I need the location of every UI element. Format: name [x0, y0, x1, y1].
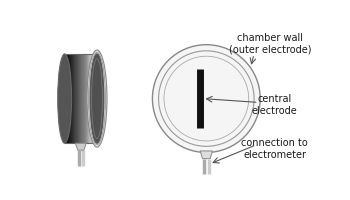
Polygon shape: [91, 55, 92, 144]
Circle shape: [153, 45, 260, 153]
Polygon shape: [69, 55, 70, 144]
Ellipse shape: [58, 55, 72, 144]
Polygon shape: [83, 55, 84, 144]
Polygon shape: [88, 55, 89, 144]
Polygon shape: [68, 55, 69, 144]
Polygon shape: [82, 55, 83, 144]
Ellipse shape: [90, 55, 104, 144]
Polygon shape: [74, 55, 75, 144]
Polygon shape: [72, 55, 73, 144]
Polygon shape: [76, 144, 86, 150]
Polygon shape: [81, 55, 82, 144]
Polygon shape: [73, 55, 74, 144]
Polygon shape: [96, 55, 97, 144]
Polygon shape: [86, 55, 87, 144]
Polygon shape: [65, 55, 66, 144]
Polygon shape: [71, 55, 72, 144]
Text: central
electrode: central electrode: [252, 94, 298, 115]
Polygon shape: [85, 55, 86, 144]
Polygon shape: [75, 55, 76, 144]
Polygon shape: [200, 151, 212, 159]
Text: chamber wall
(outer electrode): chamber wall (outer electrode): [229, 33, 312, 55]
Polygon shape: [76, 55, 77, 144]
Polygon shape: [79, 55, 80, 144]
Polygon shape: [92, 55, 93, 144]
Polygon shape: [84, 55, 85, 144]
Polygon shape: [94, 55, 95, 144]
Polygon shape: [77, 55, 78, 144]
Polygon shape: [93, 55, 94, 144]
Polygon shape: [95, 55, 96, 144]
Text: connection to
electrometer: connection to electrometer: [241, 137, 308, 159]
Polygon shape: [90, 55, 91, 144]
Polygon shape: [67, 55, 68, 144]
Polygon shape: [66, 55, 67, 144]
Polygon shape: [87, 55, 88, 144]
Polygon shape: [89, 55, 90, 144]
Polygon shape: [80, 55, 81, 144]
Polygon shape: [78, 55, 79, 144]
Polygon shape: [70, 55, 71, 144]
Ellipse shape: [87, 51, 107, 147]
